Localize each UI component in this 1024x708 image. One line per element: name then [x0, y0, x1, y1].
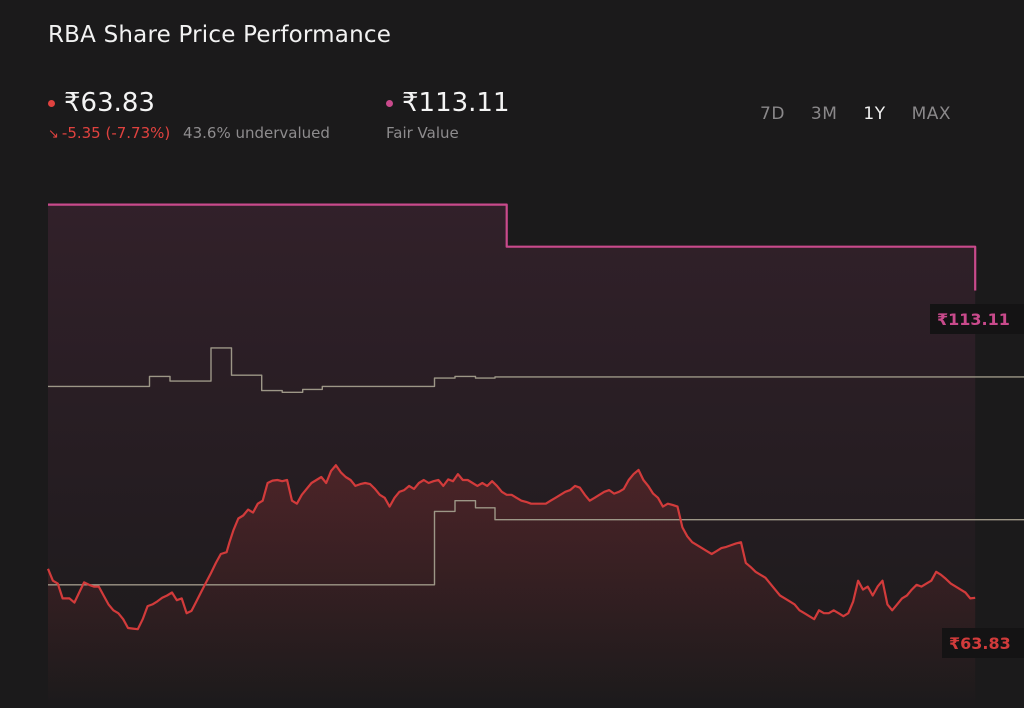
line_upper-line: [48, 347, 1024, 393]
share-price-value: ₹63.83: [64, 88, 155, 118]
share_price-end-label: ₹63.83: [949, 634, 1011, 653]
tab-3m[interactable]: 3M: [810, 104, 838, 124]
fair-value-label: Fair Value: [386, 124, 459, 142]
fair_value-end-label-bg: [930, 304, 1024, 334]
valuation-text: 43.6% undervalued: [183, 124, 330, 142]
fair_value-line: [48, 203, 977, 291]
price-change: ↘ -5.35 (-7.73%): [48, 124, 170, 142]
tab-max[interactable]: MAX: [911, 104, 952, 124]
price-dot-icon: [48, 99, 55, 107]
share_price-line: [46, 464, 976, 631]
fair-value-metric: ₹113.11 Fair Value: [386, 88, 510, 142]
share_price-area: [48, 465, 976, 708]
fair-value-value: ₹113.11: [402, 88, 510, 118]
fair-value-dot-icon: [386, 99, 393, 107]
share_price-end-label-bg: [942, 628, 1024, 658]
timeframe-tabs: 7D 3M 1Y MAX: [760, 104, 977, 124]
price-metric: ₹63.83 ↘ -5.35 (-7.73%) 43.6% undervalued: [48, 88, 330, 142]
line_lower-line: [48, 500, 1024, 586]
fair_value-end-label: ₹113.11: [937, 310, 1010, 329]
tab-1y[interactable]: 1Y: [863, 104, 886, 124]
arrow-down-right-icon: ↘: [48, 127, 59, 142]
price-change-text: -5.35 (-7.73%): [61, 124, 171, 142]
page-title: RBA Share Price Performance: [48, 22, 392, 48]
tab-7d[interactable]: 7D: [760, 104, 785, 124]
